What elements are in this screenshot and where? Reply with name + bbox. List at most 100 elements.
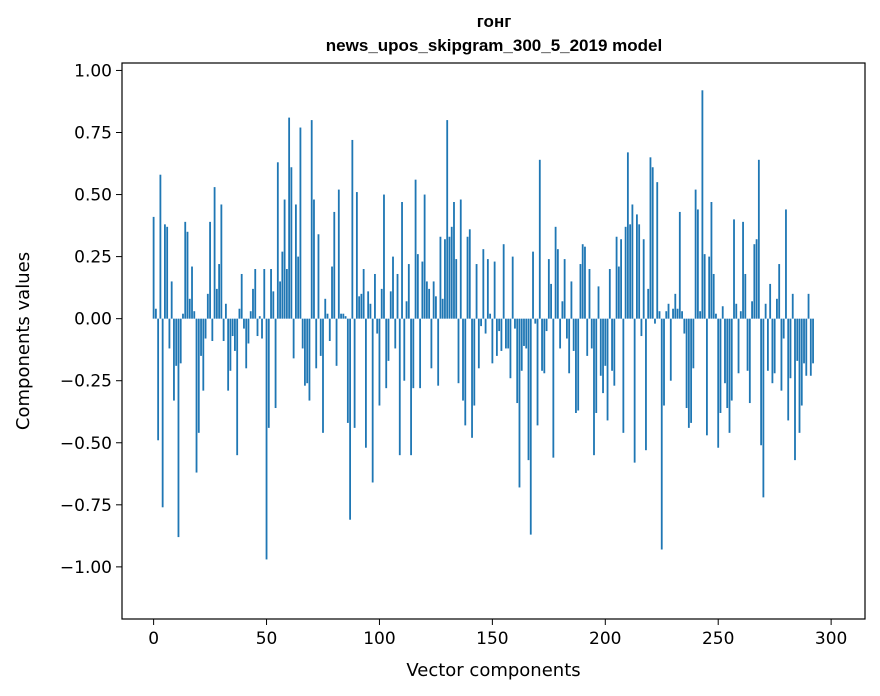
bar-component-213: [633, 318, 636, 463]
bar-component-168: [532, 251, 534, 319]
bar-component-26: [211, 318, 214, 341]
bar-component-114: [410, 318, 412, 456]
bar-component-119: [421, 261, 424, 319]
bar-component-159: [511, 256, 514, 319]
bar-component-53: [272, 291, 275, 319]
bar-component-85: [344, 316, 347, 319]
bar-component-206: [617, 266, 620, 319]
bar-component-44: [252, 288, 254, 319]
bar-component-285: [796, 318, 799, 361]
bar-component-259: [737, 318, 740, 374]
bar-component-93: [362, 269, 365, 319]
bar-component-257: [733, 219, 735, 319]
x-tick-label: 300: [815, 629, 847, 649]
bar-component-226: [663, 318, 665, 406]
bar-component-179: [556, 249, 559, 319]
bar-component-50: [265, 318, 268, 560]
bar-component-7: [168, 318, 171, 349]
bar-component-185: [570, 281, 573, 319]
bar-component-275: [773, 318, 776, 374]
bar-component-72: [315, 318, 318, 369]
bar-component-38: [238, 308, 241, 319]
bar-component-211: [629, 224, 632, 319]
bar-component-247: [710, 202, 713, 319]
bar-component-68: [306, 318, 309, 384]
bar-component-91: [358, 296, 361, 319]
bar-component-131: [448, 236, 451, 319]
bar-component-182: [563, 259, 566, 319]
bar-component-96: [369, 303, 372, 319]
bar-component-245: [706, 318, 708, 436]
bar-component-291: [809, 318, 812, 376]
y-tick-label: 1.00: [74, 61, 112, 81]
bar-component-109: [398, 318, 401, 456]
bar-component-42: [247, 318, 250, 344]
bar-component-204: [613, 318, 616, 386]
bar-component-24: [206, 293, 209, 319]
y-tick-label: 0.25: [74, 248, 112, 268]
bar-component-102: [383, 194, 385, 319]
bar-component-232: [676, 308, 679, 319]
bar-component-173: [543, 318, 546, 374]
bar-component-81: [335, 318, 338, 366]
bar-component-39: [240, 273, 243, 319]
bar-component-258: [735, 303, 738, 319]
bar-component-134: [455, 259, 458, 319]
bar-component-94: [365, 318, 367, 448]
x-tick-label: 100: [363, 629, 395, 649]
bar-component-210: [626, 152, 629, 319]
bar-component-269: [760, 318, 763, 446]
bar-component-58: [283, 199, 286, 319]
bar-component-18: [193, 311, 196, 319]
bar-component-143: [475, 264, 478, 319]
bar-component-46: [256, 318, 259, 337]
bar-component-112: [405, 301, 408, 319]
bar-component-160: [514, 318, 516, 329]
bar-component-10: [175, 318, 178, 366]
bar-component-138: [464, 318, 467, 426]
bar-component-253: [724, 318, 726, 384]
x-tick-label: 250: [702, 629, 734, 649]
bar-component-118: [419, 318, 422, 389]
bar-component-105: [389, 291, 392, 319]
bar-component-178: [554, 226, 557, 319]
bar-component-228: [667, 303, 670, 319]
bar-component-27: [213, 187, 216, 319]
bar-component-147: [484, 318, 487, 334]
bar-component-223: [656, 182, 659, 319]
bar-component-268: [757, 159, 760, 319]
bar-component-43: [249, 311, 252, 319]
y-tick-label: 0.50: [74, 186, 112, 206]
bar-component-74: [319, 318, 322, 356]
x-axis-label: Vector components: [406, 660, 580, 681]
bar-component-110: [401, 202, 403, 319]
bar-component-90: [355, 192, 358, 319]
x-tick-label: 150: [476, 629, 508, 649]
bar-component-243: [701, 90, 704, 319]
bar-component-23: [204, 318, 207, 339]
bar-component-145: [480, 318, 482, 327]
bar-component-256: [730, 318, 733, 401]
bar-component-45: [254, 269, 257, 319]
bar-component-122: [428, 288, 431, 319]
bar-component-57: [281, 251, 284, 319]
bar-component-78: [328, 318, 331, 341]
bar-component-183: [565, 318, 568, 339]
y-axis-ticks: 1.00 0.75 0.50 0.25 0.00 −0.25 −0.50 −0.75 −1.00: [60, 61, 122, 578]
bar-component-180: [559, 318, 562, 349]
bar-component-66: [301, 318, 304, 349]
bar-component-19: [195, 318, 198, 473]
bar-component-174: [545, 318, 548, 332]
bar-component-225: [660, 318, 663, 550]
bar-component-140: [468, 229, 471, 319]
bar-component-240: [694, 189, 697, 319]
bar-component-292: [812, 318, 814, 364]
bar-component-149: [489, 313, 492, 319]
bar-component-163: [520, 318, 523, 371]
bar-component-30: [220, 204, 223, 319]
bar-component-265: [751, 301, 753, 319]
bar-component-126: [437, 318, 440, 386]
bar-component-193: [588, 269, 591, 319]
bar-component-106: [392, 256, 394, 319]
